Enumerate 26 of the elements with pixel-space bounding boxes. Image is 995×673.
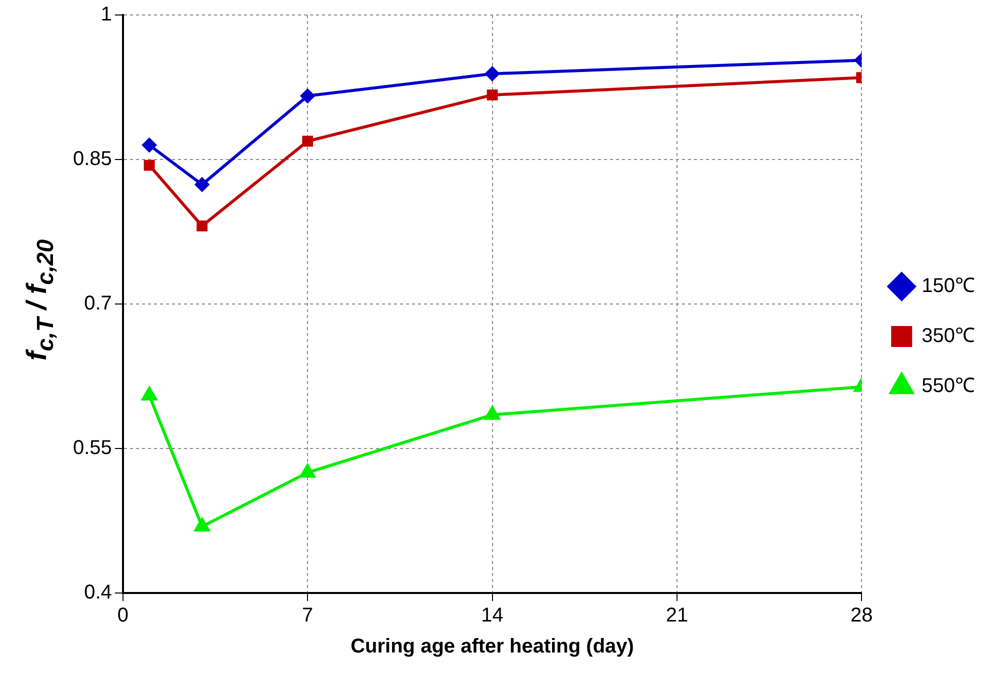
y-tick-label: 0.7 [84,292,112,315]
legend-label: 350℃ [922,325,976,348]
y-tick-label: 0.55 [72,437,112,460]
point [484,405,501,420]
y-tick-label: 1 [100,4,112,26]
point [486,90,498,100]
x-tick-label: 14 [481,604,504,627]
point [302,136,314,147]
point [299,463,316,478]
point [141,386,158,401]
legend-label: 150℃ [922,275,976,298]
point [142,138,157,153]
y-tick-label: 0.4 [84,582,112,604]
point [196,220,208,232]
x-axis-title: Curing age after heating (day) [350,636,634,658]
y-tick-label: 0.85 [72,148,112,170]
point [484,66,500,82]
point [144,160,155,171]
x-tick-label: 28 [850,604,873,627]
x-tick-label: 21 [666,604,688,627]
x-tick-label: 0 [117,604,128,627]
point [194,177,210,192]
legend-label: 550℃ [922,375,976,398]
point [300,88,316,104]
point [194,517,210,532]
x-tick-label: 7 [302,604,314,627]
